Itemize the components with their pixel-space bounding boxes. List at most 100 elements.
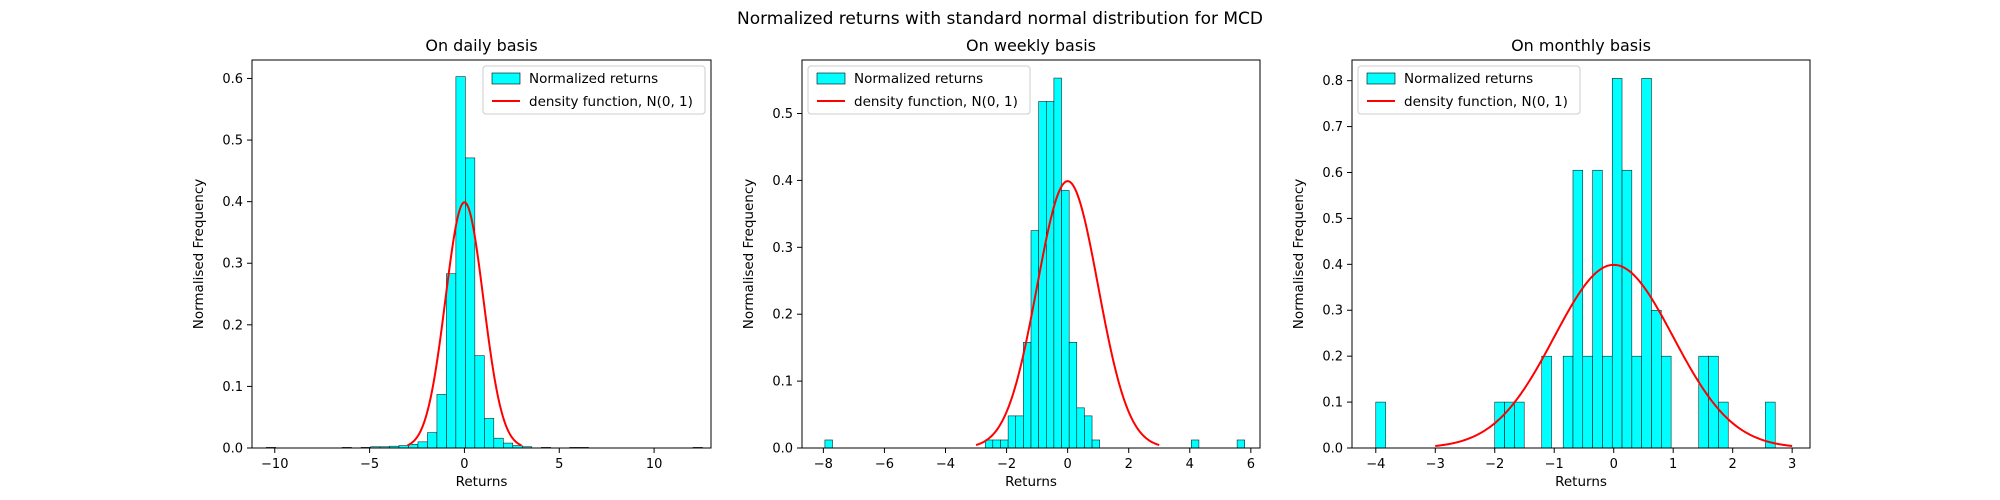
y-tick-label: 0.5 — [772, 107, 793, 122]
y-tick-label: 0.3 — [1322, 304, 1343, 319]
histogram-bar — [417, 441, 428, 448]
y-tick-label: 0.6 — [222, 72, 243, 87]
axes-frame — [251, 59, 712, 449]
y-axis-label: Normalised Frequency — [741, 179, 757, 330]
histogram-bar — [1053, 77, 1062, 448]
histogram-bar — [1562, 355, 1574, 448]
x-tick-label: 2 — [1125, 457, 1133, 472]
y-tick-label: 0.8 — [1322, 74, 1343, 89]
histogram-bar — [1698, 355, 1709, 448]
y-tick-label: 0.1 — [1322, 396, 1343, 411]
legend-label: density function, N(0, 1) — [529, 94, 693, 110]
subplots: −10 −5 0 5 100.00.10.20.30.40.50.6On daily b… — [191, 36, 1811, 490]
histogram-bar — [1718, 401, 1729, 448]
histogram-bar — [1000, 439, 1009, 448]
histogram-bar — [1611, 78, 1623, 448]
axes-frame — [801, 59, 1261, 449]
histogram-bar — [1091, 439, 1100, 448]
subplot-title: On daily basis — [425, 36, 537, 55]
y-tick-label: 0.4 — [772, 174, 793, 189]
histogram-bar — [824, 439, 833, 448]
legend-label: density function, N(0, 1) — [854, 94, 1018, 110]
histogram-bars — [1375, 78, 1776, 448]
histogram-bar — [1621, 169, 1633, 448]
x-axis-label: Returns — [1005, 474, 1057, 490]
x-tick-label: 3 — [1788, 457, 1796, 472]
y-tick-label: 0.4 — [1322, 258, 1343, 273]
legend-box — [1357, 65, 1581, 115]
y-axis-label: Normalised Frequency — [191, 179, 207, 330]
y-tick-label: 0.3 — [222, 257, 243, 272]
subplot-1: −10 −5 0 5 10 0.0 0.1 0.2 0.3 0.4 0.5 0.6 On daily b… — [191, 36, 712, 490]
y-axis-label: Normalised Frequency — [1291, 179, 1307, 330]
histogram-bar — [1068, 342, 1078, 448]
legend-swatch-bar — [491, 72, 521, 85]
x-axis-label: Returns — [456, 474, 508, 490]
legend: Normalized returns density function, N(0,… — [482, 65, 706, 115]
histogram-bar — [1236, 439, 1245, 448]
histogram-bar — [1191, 439, 1200, 448]
histogram-bars — [824, 77, 1245, 448]
x-tick-label: −2 — [1485, 457, 1504, 472]
y-tick-label: 0.0 — [772, 442, 793, 457]
histogram-bar — [465, 157, 476, 448]
y-tick-label: 0.0 — [1322, 442, 1343, 457]
x-tick-label: −8 — [814, 457, 833, 472]
histogram-bar — [1061, 190, 1070, 448]
histogram-bar — [1084, 415, 1093, 448]
density-curve — [1435, 263, 1793, 447]
histogram-bar — [1592, 169, 1603, 448]
histogram-bar — [1076, 407, 1085, 448]
x-tick-label: −3 — [1426, 457, 1445, 472]
x-tick-label: −4 — [1366, 457, 1385, 472]
x-tick-label: −2 — [997, 457, 1016, 472]
legend: Normalized returns density function, N(0,… — [807, 65, 1031, 115]
legend-swatch-bar — [816, 72, 846, 85]
histogram-bar — [1582, 355, 1593, 448]
subplot-3: −4 −3 −2 −1 0 1 2 3 0.0 0.1 0.2 0.3 0.4 0.5 0.6 0.7 0.8 O… — [1291, 36, 1811, 490]
y-tick-label: 0.1 — [772, 375, 793, 390]
histogram-bar — [455, 76, 466, 448]
y-tick-label: 0.3 — [772, 241, 793, 256]
density-curve — [975, 180, 1160, 446]
legend: Normalized returns density function, N(0,… — [1357, 65, 1581, 115]
histogram-bar — [436, 394, 447, 448]
figure-suptitle: Normalized returns with standard normal … — [737, 9, 1263, 29]
histogram-bar — [446, 273, 457, 448]
axes-frame — [1351, 59, 1811, 449]
legend-label: Normalized returns — [529, 71, 658, 87]
histogram-bar — [1661, 355, 1672, 448]
y-tick-label: 0.2 — [222, 318, 243, 333]
legend-box — [482, 65, 706, 115]
legend-box — [807, 65, 1031, 115]
subplot-title: On weekly basis — [966, 36, 1096, 55]
x-tick-label: −5 — [360, 457, 379, 472]
x-tick-label: 2 — [1729, 457, 1737, 472]
histogram-bar — [1541, 355, 1552, 448]
histogram-bar — [484, 418, 495, 448]
x-tick-label: 4 — [1186, 457, 1194, 472]
histogram-bar — [1007, 415, 1016, 448]
subplot-title: On monthly basis — [1511, 36, 1651, 55]
legend-swatch-bar — [1366, 72, 1396, 85]
x-tick-label: 0 — [1063, 457, 1071, 472]
y-tick-label: 0.1 — [222, 380, 243, 395]
histogram-bar — [474, 355, 485, 448]
x-tick-label: 0 — [1610, 457, 1618, 472]
y-tick-label: 0.5 — [1322, 212, 1343, 227]
y-tick-label: 0.4 — [222, 195, 243, 210]
legend-label: Normalized returns — [854, 71, 983, 87]
x-tick-label: −10 — [261, 457, 288, 472]
histogram-bar — [1631, 355, 1642, 448]
x-tick-label: 6 — [1247, 457, 1255, 472]
histogram-bar — [1030, 230, 1039, 448]
x-tick-label: 0 — [460, 457, 468, 472]
y-tick-label: 0.0 — [222, 442, 243, 457]
y-tick-label: 0.6 — [1322, 166, 1343, 181]
histogram-bar — [1651, 310, 1662, 448]
histogram-bar — [503, 442, 514, 448]
y-tick-label: 0.5 — [222, 134, 243, 149]
histogram-bar — [1023, 342, 1032, 448]
histogram-bar — [1514, 401, 1525, 448]
